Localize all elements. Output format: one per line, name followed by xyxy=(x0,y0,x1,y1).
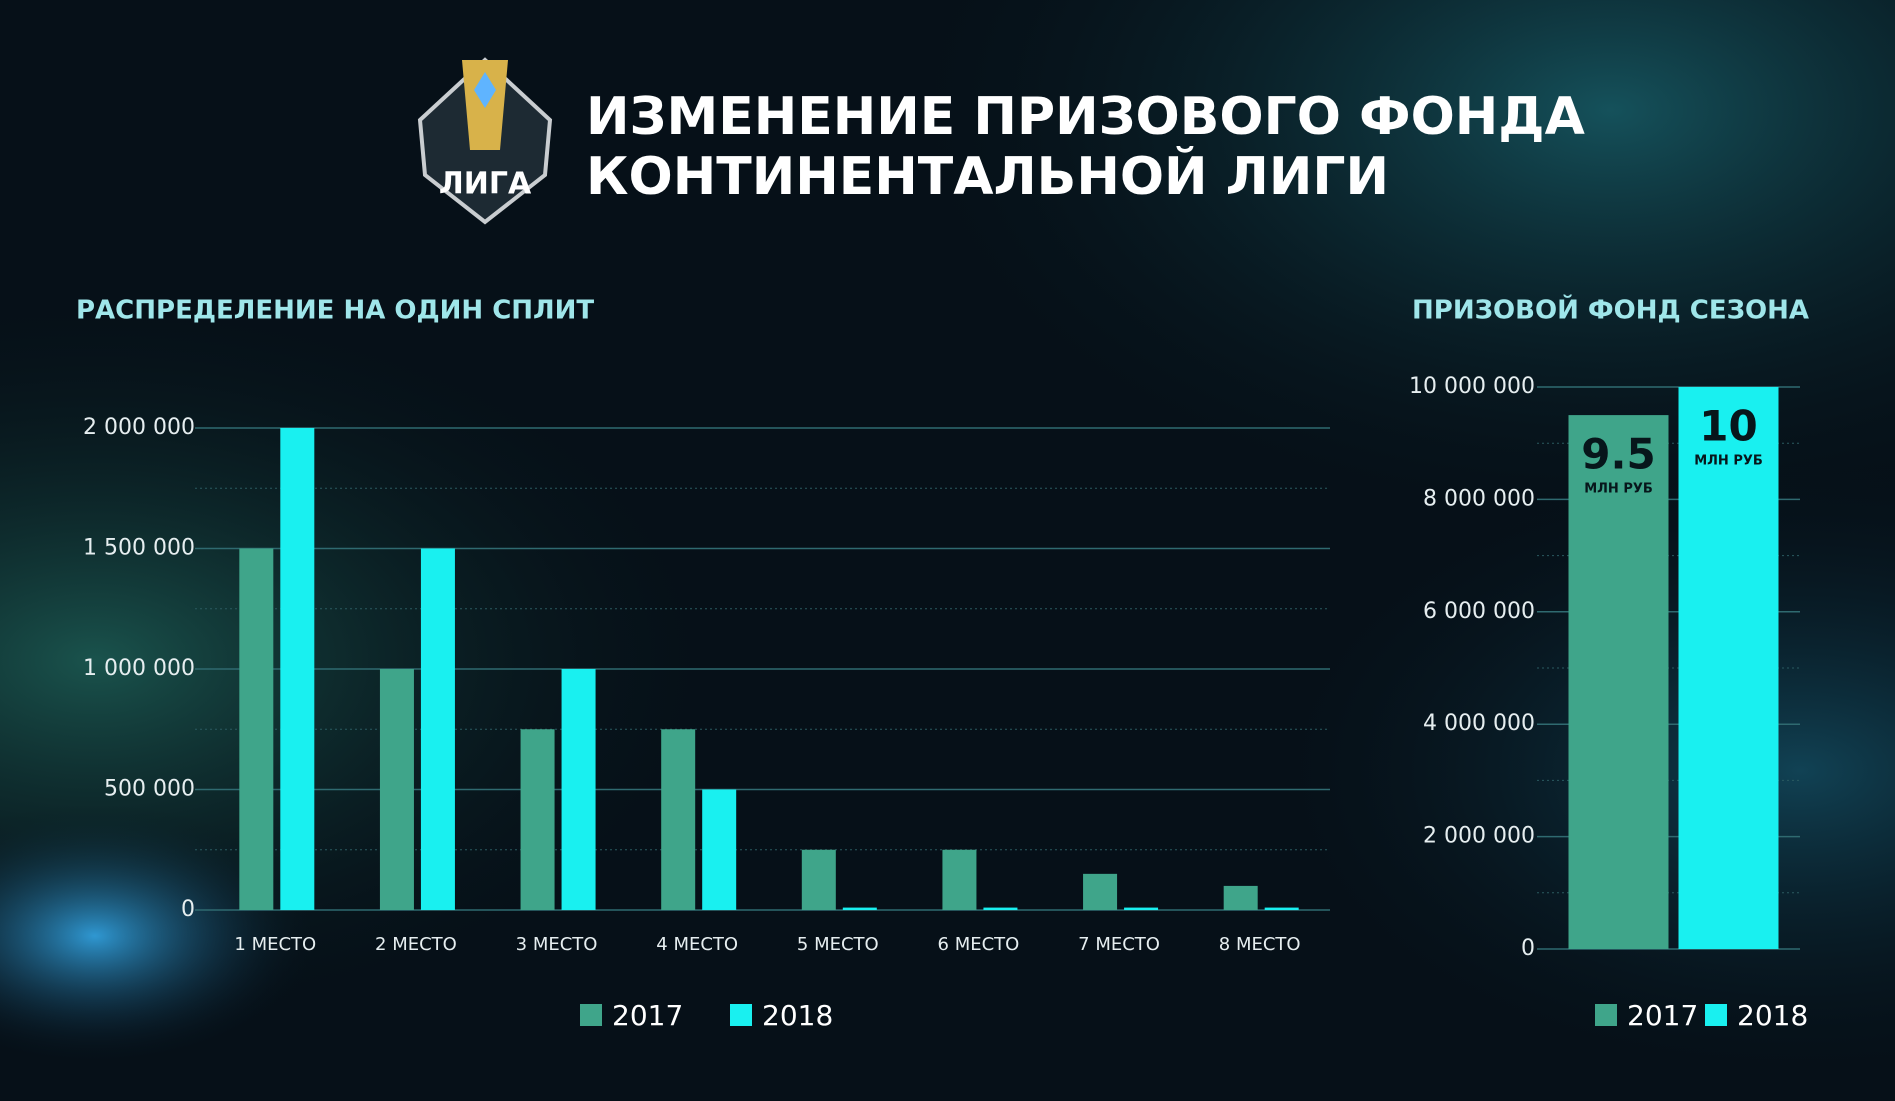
bar xyxy=(942,849,977,910)
bar xyxy=(239,548,274,910)
bar xyxy=(1678,387,1779,949)
y-tick-label: 8 000 000 xyxy=(1423,486,1535,511)
bar xyxy=(280,428,315,910)
x-tick-label: 3 МЕСТО xyxy=(516,934,598,955)
title-line: КОНТИНЕНТАЛЬНОЙ ЛИГИ xyxy=(586,146,1389,207)
value-label: 10 xyxy=(1699,402,1757,451)
y-tick-label: 0 xyxy=(1521,936,1535,961)
bar xyxy=(983,907,1018,910)
x-tick-label: 6 МЕСТО xyxy=(938,934,1020,955)
x-tick-label: 1 МЕСТО xyxy=(234,934,316,955)
value-unit: МЛН РУБ xyxy=(1584,482,1653,497)
logo: ЛИГА xyxy=(417,57,553,225)
x-tick-label: 8 МЕСТО xyxy=(1219,934,1301,955)
bar xyxy=(420,548,455,910)
y-tick-label: 6 000 000 xyxy=(1423,599,1535,624)
bar xyxy=(520,729,555,910)
logo-text: ЛИГА xyxy=(439,167,532,202)
bar xyxy=(702,789,737,910)
y-tick-label: 4 000 000 xyxy=(1423,711,1535,736)
bar xyxy=(1568,415,1669,950)
title-line: ИЗМЕНЕНИЕ ПРИЗОВОГО ФОНДА xyxy=(586,87,1585,147)
bar xyxy=(842,907,877,910)
bar xyxy=(661,729,696,910)
y-tick-label: 2 000 000 xyxy=(83,415,195,440)
legend-swatch xyxy=(580,1004,602,1026)
value-unit: МЛН РУБ xyxy=(1694,454,1763,469)
chart-title: ПРИЗОВОЙ ФОНД СЕЗОНА xyxy=(1412,294,1809,326)
x-tick-label: 7 МЕСТО xyxy=(1078,934,1160,955)
chart-title: РАСПРЕДЕЛЕНИЕ НА ОДИН СПЛИТ xyxy=(76,296,594,326)
y-tick-label: 2 000 000 xyxy=(1423,824,1535,849)
bar xyxy=(1223,885,1258,910)
legend-swatch xyxy=(1595,1004,1617,1026)
y-tick-label: 500 000 xyxy=(104,777,195,802)
y-tick-label: 10 000 000 xyxy=(1409,374,1535,399)
x-tick-label: 2 МЕСТО xyxy=(375,934,457,955)
bar xyxy=(1124,907,1159,910)
bar xyxy=(801,849,836,910)
bar xyxy=(561,669,596,910)
bar xyxy=(379,669,414,910)
value-label: 9.5 xyxy=(1581,430,1655,479)
bar xyxy=(1264,907,1299,910)
y-tick-label: 1 000 000 xyxy=(83,656,195,681)
x-tick-label: 4 МЕСТО xyxy=(656,934,738,955)
legend-label: 2017 xyxy=(1627,999,1698,1032)
legend-swatch xyxy=(730,1004,752,1026)
legend-label: 2018 xyxy=(762,999,833,1032)
y-tick-label: 1 500 000 xyxy=(83,536,195,561)
x-tick-label: 5 МЕСТО xyxy=(797,934,879,955)
bar xyxy=(1083,873,1118,910)
legend-swatch xyxy=(1705,1004,1727,1026)
legend-label: 2017 xyxy=(612,999,683,1032)
y-tick-label: 0 xyxy=(181,897,195,922)
legend-label: 2018 xyxy=(1737,999,1808,1032)
